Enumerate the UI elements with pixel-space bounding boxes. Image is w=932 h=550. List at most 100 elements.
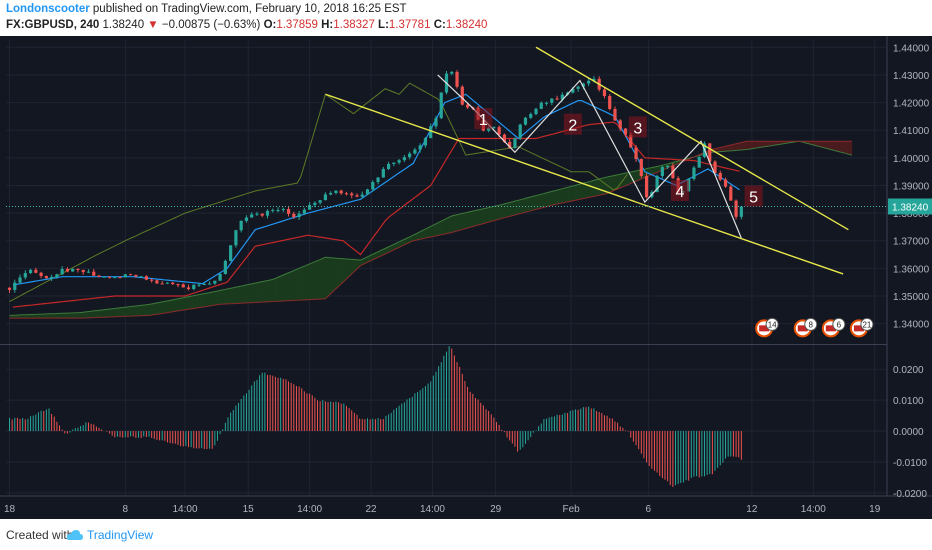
candle-body [260,213,264,216]
candle-body [13,282,17,290]
low-label: L: [378,19,389,31]
candle-body [334,190,338,194]
candle-body [508,141,512,148]
ohlc-line: FX:GBPUSD, 240 1.38240 ▼ −0.00875 (−0.63… [6,19,487,31]
candle-body [213,280,217,284]
candle-body [229,245,233,261]
candle-body [186,287,191,290]
candle-body [107,276,112,278]
price-tick-label: 1.34000 [893,320,930,331]
candle-body [660,167,664,177]
channel-trendline [535,46,849,231]
publish-line: Londonscooter published on TradingView.c… [6,3,407,15]
oscillator-tick-label: 0.0000 [893,427,924,438]
wave-label-5: 5 [749,190,758,207]
channel-trendline [325,93,844,275]
time-tick-label: Feb [562,504,580,515]
candle-body [323,194,328,201]
candle-body [655,176,659,193]
candle-body [150,279,154,281]
event-count-badge [804,317,818,331]
price-tick-label: 1.42000 [893,99,930,110]
created-with-label: Created with [6,528,74,542]
candle-body [608,96,612,109]
tenkan-sen-line [12,93,740,286]
candle-body [28,269,33,274]
price-tick-label: 1.41000 [893,126,930,137]
close-label: C: [433,19,446,31]
candle-body [129,274,133,276]
candle-body [739,206,743,217]
time-tick-label: 15 [243,504,255,515]
candle-body [329,193,333,195]
candle-body [34,269,38,273]
candle-body [286,209,291,214]
last-price: 1.38240 [102,19,145,31]
event-count-8: 8 [809,320,814,329]
candle-body [434,118,438,127]
candle-body [371,182,375,190]
event-flag-icon [759,325,770,332]
senkou-span-a-line [9,140,853,316]
candle-body [397,160,401,163]
candle-body [460,86,464,105]
wave-label-4: 4 [675,184,684,201]
time-tick-label: 6 [646,504,652,515]
candle-body [144,276,148,280]
price-tick-label: 1.39000 [893,181,930,192]
candle-body [529,114,533,118]
candle-body [123,274,127,278]
last-price-tag [888,198,932,215]
candle-body [86,271,91,273]
candle-body [55,274,59,277]
candle-body [102,276,106,278]
candle-body [408,153,412,158]
price-tick-label: 1.38000 [893,209,930,220]
event-count-21: 21 [862,320,871,329]
down-arrow-icon: ▼ [147,19,159,31]
candle-body [202,283,206,285]
candle-body [381,168,385,178]
candle-body [487,127,491,131]
candle-body [376,177,380,183]
candle-body [492,127,496,129]
candle-body [718,172,722,180]
price-chart[interactable]: 1 2 34 514 8 6 211.440001.430001.420001.410001… [0,36,932,519]
candle-body [729,186,733,201]
tradingview-brand-link[interactable]: TradingView [87,528,154,542]
time-tick-label: 22 [365,504,377,515]
wave-label-1: 1 [479,112,488,129]
time-tick-label: 14:00 [172,504,197,515]
high-value: 1.38327 [333,19,375,31]
candle-body [271,210,275,212]
candle-body [71,269,75,272]
price-tick-label: 1.43000 [893,71,930,82]
price-tick-label: 1.37000 [893,237,930,248]
time-tick-label: 19 [869,504,881,515]
candle-body [308,205,312,210]
candle-body [392,162,396,164]
candle-body [713,161,717,173]
wave-label-background [670,180,689,201]
time-tick-label: 8 [123,504,129,515]
candle-body [439,92,443,119]
price-tick-label: 1.35000 [893,292,930,303]
symbol-label: FX:GBPUSD, 240 [6,19,100,31]
candle-body [697,156,701,168]
candle-body [613,108,617,121]
author-link[interactable]: Londonscooter [6,3,90,15]
candle-body [297,213,301,218]
open-value: 1.37859 [276,19,318,31]
candle-body [313,202,317,206]
candle-body [518,124,522,139]
candle-body [629,134,633,148]
candle-body [560,94,564,100]
event-flag-icon [797,325,808,332]
candle-body [413,149,417,154]
candle-body [139,276,143,278]
candle-body [302,209,306,214]
candle-body [465,104,470,108]
oscillator-tick-label: -0.0100 [893,458,927,469]
oscillator-tick-label: 0.0200 [893,365,924,376]
footer: Created with TradingView [0,519,932,550]
